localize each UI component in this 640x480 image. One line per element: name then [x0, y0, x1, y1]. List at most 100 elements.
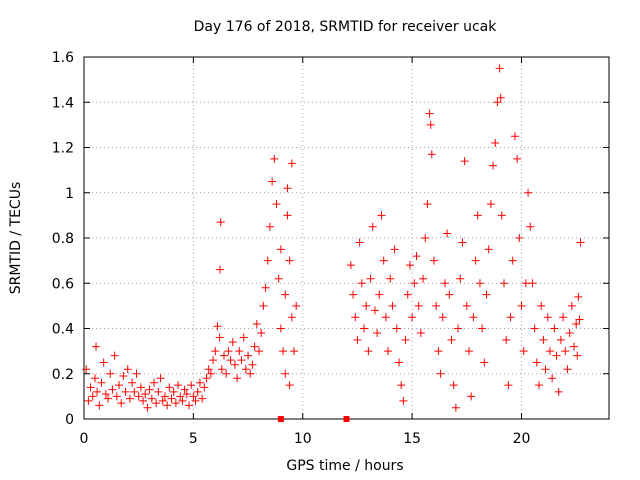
data-point: [239, 333, 248, 342]
data-point: [86, 383, 95, 392]
data-point: [125, 394, 134, 403]
data-point: [493, 98, 502, 107]
data-point: [403, 290, 412, 299]
data-point: [550, 324, 559, 333]
data-point: [366, 274, 375, 283]
data-point: [541, 365, 550, 374]
x-tick-label: 0: [80, 431, 89, 447]
data-point: [226, 356, 235, 365]
data-point: [373, 329, 382, 338]
data-point: [458, 238, 467, 247]
data-point: [395, 358, 403, 367]
data-point: [500, 279, 508, 288]
data-point: [561, 347, 570, 356]
data-point: [465, 347, 473, 356]
data-point: [552, 351, 561, 360]
data-point: [93, 387, 102, 396]
y-tick-label: 1.4: [52, 95, 74, 111]
data-point: [121, 387, 130, 396]
data-point: [237, 356, 246, 365]
data-point: [574, 292, 583, 301]
data-point: [355, 238, 364, 247]
data-point: [565, 329, 574, 338]
data-point: [147, 394, 156, 403]
data-point: [508, 256, 517, 265]
data-point: [419, 274, 428, 283]
data-point: [104, 394, 113, 403]
data-point: [263, 256, 272, 265]
data-point: [414, 301, 423, 310]
data-point: [101, 390, 110, 399]
data-point: [519, 347, 528, 356]
data-point: [421, 234, 430, 242]
data-point: [495, 64, 504, 73]
data-point: [559, 313, 568, 322]
data-point: [510, 132, 519, 141]
data-point: [187, 381, 196, 390]
data-point: [178, 396, 187, 405]
data-point: [292, 301, 301, 310]
data-point: [257, 329, 266, 338]
data-point: [204, 365, 213, 374]
data-point: [478, 324, 487, 333]
data-point: [206, 369, 215, 378]
x-axis-label: GPS time / hours: [286, 458, 403, 474]
data-point: [248, 360, 257, 369]
data-point: [530, 324, 539, 333]
data-point: [368, 222, 377, 231]
data-point: [543, 313, 552, 322]
data-point: [130, 387, 139, 396]
chart-title: Day 176 of 2018, SRMTID for receiver uca…: [194, 19, 498, 35]
data-point: [230, 360, 239, 369]
data-point: [99, 358, 108, 367]
data-point: [216, 218, 225, 227]
data-point: [375, 290, 384, 299]
data-point: [379, 256, 388, 265]
y-tick-label: 0.4: [52, 322, 74, 338]
data-point: [506, 313, 515, 322]
data-point: [535, 381, 543, 390]
data-point: [370, 306, 379, 315]
data-point: [545, 347, 554, 356]
data-point: [189, 392, 198, 401]
data-point: [158, 396, 167, 405]
data-point: [281, 290, 290, 299]
data-point: [513, 154, 522, 163]
data-point: [386, 274, 395, 283]
data-point: [528, 279, 537, 288]
y-tick-label: 1.6: [52, 50, 74, 66]
data-point: [554, 387, 563, 396]
data-point: [462, 301, 471, 310]
data-point: [283, 184, 292, 193]
data-point: [410, 279, 419, 288]
data-point: [270, 154, 279, 163]
data-point: [117, 399, 126, 408]
data-point: [235, 347, 244, 356]
data-point: [217, 365, 226, 374]
data-point: [92, 342, 101, 351]
data-point: [222, 369, 231, 378]
data-point: [136, 383, 145, 392]
x-tick-label: 10: [294, 431, 312, 447]
data-point: [425, 109, 434, 118]
data-point: [486, 200, 495, 209]
data-point: [497, 211, 506, 220]
data-point: [357, 279, 366, 288]
data-point: [412, 252, 421, 261]
data-point: [454, 324, 463, 333]
data-point: [285, 381, 294, 390]
data-point: [215, 333, 224, 342]
data-point: [285, 256, 294, 265]
data-point: [272, 200, 281, 209]
data-point: [496, 93, 505, 102]
data-point: [241, 365, 250, 374]
plot-frame: [83, 56, 610, 420]
y-axis-label: SRMTID / TECUs: [8, 182, 24, 295]
data-point: [233, 374, 242, 383]
gap-markers: [277, 416, 350, 422]
data-point: [346, 261, 355, 270]
data-point: [427, 150, 436, 159]
data-point: [276, 324, 285, 333]
